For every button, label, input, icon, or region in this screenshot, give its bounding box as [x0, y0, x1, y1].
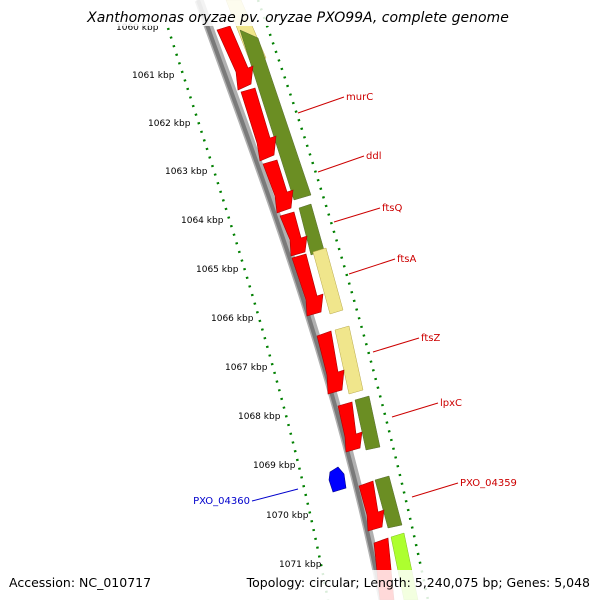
forward-cds-lpxC[interactable] — [337, 401, 363, 453]
kbp-tick: 1067 kbp — [225, 363, 268, 373]
leader-line — [348, 258, 396, 275]
gene-label-PXO_04359[interactable]: PXO_04359 — [460, 478, 517, 489]
footer-band — [0, 570, 600, 600]
leader-line — [297, 96, 345, 114]
map-title: Xanthomonas oryzae pv. oryzae PXO99A, co… — [86, 10, 509, 26]
kbp-tick: 1064 kbp — [181, 216, 224, 226]
genome-summary-text: Topology: circular; Length: 5,240,075 bp… — [246, 575, 590, 590]
gene-label-PXO_04360[interactable]: PXO_04360 — [193, 496, 250, 507]
leader-line — [372, 337, 420, 353]
cog-block[interactable] — [312, 247, 344, 315]
gene-label-lpxC[interactable]: lpxC — [440, 398, 462, 409]
forward-cds-ftsZ[interactable] — [316, 330, 345, 395]
gene-label-ftsA[interactable]: ftsA — [397, 254, 416, 265]
forward-gene-labels: murC ddl ftsQ ftsA ftsZ lpxC PXO_04359 — [346, 92, 517, 489]
kbp-tick: 1061 kbp — [132, 71, 175, 81]
leader-line — [411, 482, 459, 498]
forward-label-leaders — [297, 96, 459, 498]
forward-cds-PXO_04359[interactable] — [358, 480, 385, 532]
forward-cds-ftsA-a[interactable] — [279, 211, 308, 257]
gene-label-murC[interactable]: murC — [346, 92, 373, 103]
cog-lane — [225, 0, 419, 600]
outer-tick-ring — [256, 0, 430, 600]
kbp-tick: 1062 kbp — [148, 119, 191, 129]
forward-cds-ftsQ[interactable] — [262, 159, 294, 214]
title-band — [0, 0, 600, 26]
kbp-tick: 1065 kbp — [196, 265, 239, 275]
leader-line — [317, 155, 365, 173]
cog-block[interactable] — [334, 325, 364, 395]
kbp-tick: 1068 kbp — [238, 412, 281, 422]
reverse-cds-PXO_04360[interactable] — [328, 466, 347, 493]
genome-backbone-core — [196, 0, 384, 600]
leader-line-reverse — [251, 488, 299, 502]
genome-backbone — [194, 0, 388, 600]
forward-cds-ftsA-b[interactable] — [291, 253, 324, 317]
forward-cds-ddl[interactable] — [240, 87, 277, 162]
kbp-tick: 1069 kbp — [253, 461, 296, 471]
kbp-tick: 1070 kbp — [266, 511, 309, 521]
kbp-tick: 1066 kbp — [211, 314, 254, 324]
cog-block[interactable] — [239, 29, 312, 201]
forward-cds-murC[interactable] — [216, 25, 254, 91]
gene-label-ftsZ[interactable]: ftsZ — [421, 333, 440, 344]
cog-block[interactable] — [354, 395, 381, 451]
kbp-ruler: 1060 kbp 1061 kbp 1062 kbp 1063 kbp 1064… — [116, 23, 322, 570]
gene-label-ftsQ[interactable]: ftsQ — [382, 203, 402, 214]
kbp-tick: 1071 kbp — [279, 560, 322, 570]
kbp-tick-partial: 1060 kbp — [116, 23, 159, 33]
gene-label-ddl[interactable]: ddl — [366, 151, 381, 162]
accession-text: Accession: NC_010717 — [9, 575, 151, 590]
leader-line — [333, 207, 381, 223]
kbp-tick: 1063 kbp — [165, 167, 208, 177]
leader-line — [391, 402, 439, 418]
